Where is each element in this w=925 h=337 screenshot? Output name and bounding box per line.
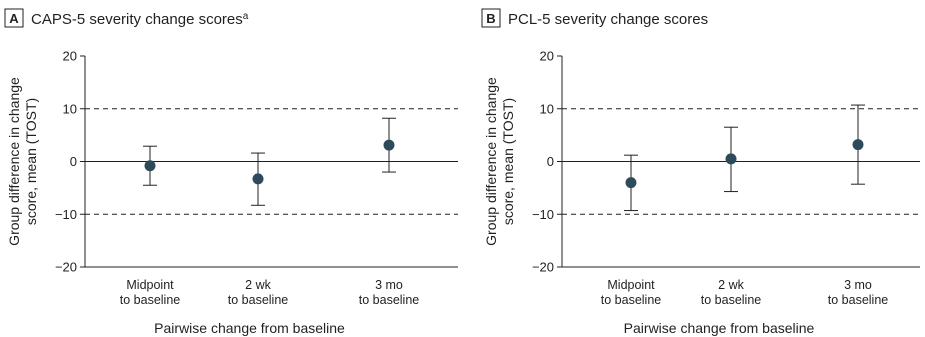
panel-a: A CAPS-5 severity change scoresa 20 10 0 −10 −… — [4, 8, 458, 336]
y-axis-title: score, mean (TOST) — [23, 98, 39, 225]
y-tick-label: 10 — [540, 101, 554, 116]
x-category-label: to baseline — [228, 293, 289, 307]
x-axis-title: Pairwise change from baseline — [624, 320, 815, 336]
x-category-label: to baseline — [701, 293, 762, 307]
x-category-label: to baseline — [120, 293, 181, 307]
y-axis-title: Group difference in change — [483, 77, 499, 246]
data-point — [725, 153, 737, 165]
x-category-label: 2 wk — [245, 278, 271, 292]
x-category-label: Midpoint — [126, 278, 174, 292]
x-category-label: 2 wk — [718, 278, 744, 292]
panel-b: B PCL-5 severity change scores 20 10 0 −10 −20… — [481, 8, 920, 336]
y-axis-title: score, mean (TOST) — [500, 98, 516, 225]
data-point — [852, 139, 864, 151]
panel-title: CAPS-5 severity change scoresa — [31, 11, 249, 28]
panel-letter-box — [481, 8, 501, 28]
y-tick-label: 10 — [63, 101, 77, 116]
data-point — [252, 173, 264, 185]
data-point — [625, 177, 637, 189]
x-category-label: 3 mo — [375, 278, 403, 292]
y-tick-label: −10 — [55, 207, 77, 222]
data-point — [383, 139, 395, 151]
y-tick-label: −20 — [55, 260, 77, 275]
x-category-label: 3 mo — [844, 278, 872, 292]
panel-title-superscript: a — [243, 11, 249, 22]
x-category-label: to baseline — [601, 293, 662, 307]
y-tick-label: 0 — [547, 154, 554, 169]
y-tick-label: 0 — [70, 154, 77, 169]
data-point — [144, 160, 156, 172]
x-axis-title: Pairwise change from baseline — [154, 320, 345, 336]
panel-letter: B — [486, 11, 495, 26]
y-axis-title: Group difference in change — [6, 77, 22, 246]
x-category-label: to baseline — [359, 293, 420, 307]
panel-letter: A — [9, 11, 19, 26]
panel-letter-box — [4, 8, 24, 28]
panel-title: PCL-5 severity change scores — [508, 11, 708, 28]
y-tick-label: −20 — [532, 260, 554, 275]
y-tick-label: 20 — [63, 49, 77, 64]
x-category-label: Midpoint — [607, 278, 655, 292]
x-category-label: to baseline — [828, 293, 889, 307]
panel-title-text: CAPS-5 severity change scores — [31, 11, 243, 28]
y-tick-label: 20 — [540, 49, 554, 64]
panel-title-text: PCL-5 severity change scores — [508, 11, 708, 28]
y-tick-label: −10 — [532, 207, 554, 222]
